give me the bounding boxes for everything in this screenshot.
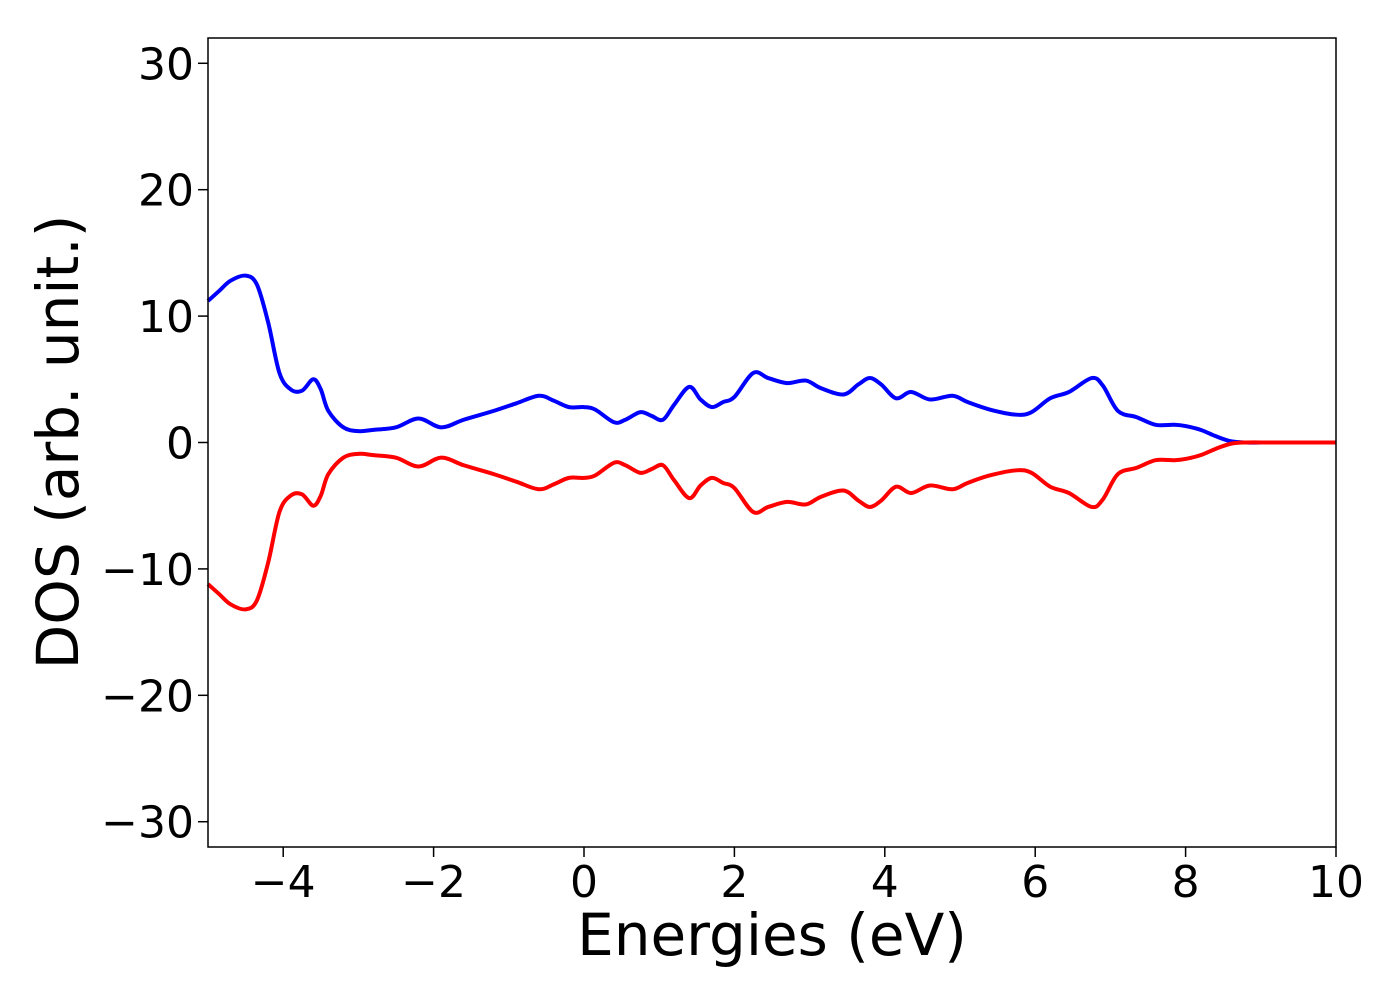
series-layer	[206, 273, 1336, 612]
dos-series-blue	[206, 273, 1336, 445]
plot-frame	[207, 37, 1337, 848]
y-tick-label: 10	[138, 292, 194, 343]
y-tick-label: 20	[138, 166, 194, 217]
x-tick-label: 4	[871, 857, 899, 908]
y-tick-label: −30	[101, 798, 194, 849]
x-tick-label: 6	[1021, 857, 1049, 908]
x-axis-title: Energies (eV)	[577, 901, 967, 969]
x-tick-label: 2	[720, 857, 748, 908]
x-axis: −4 −2 0 2 4 6 8 10	[251, 847, 1364, 908]
x-tick-label: 10	[1308, 857, 1364, 908]
x-tick-label: −4	[251, 857, 316, 908]
y-tick-label: −20	[101, 671, 194, 722]
x-tick-label: −2	[401, 857, 466, 908]
y-axis: −30 −20 −10 0 10 20 30	[101, 39, 208, 849]
x-tick-label: 0	[570, 857, 598, 908]
y-tick-label: 30	[138, 39, 194, 90]
x-tick-label: 8	[1172, 857, 1200, 908]
y-tick-label: 0	[166, 419, 194, 470]
dos-series-red	[206, 440, 1336, 612]
y-tick-label: −10	[101, 545, 194, 596]
y-axis-title: DOS (arb. unit.)	[24, 215, 92, 670]
